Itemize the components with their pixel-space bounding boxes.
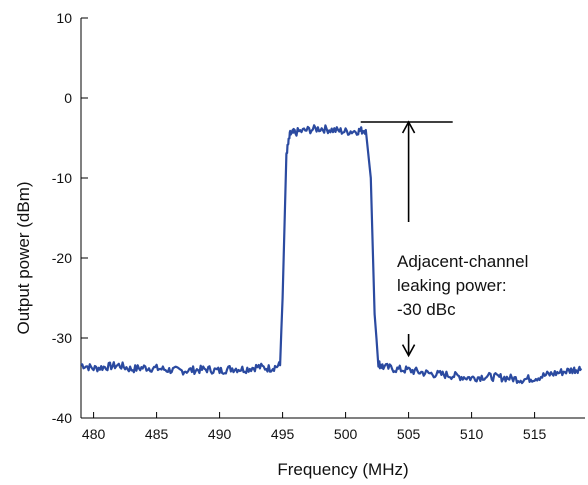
axes [80, 18, 585, 419]
x-tick-label: 480 [82, 426, 106, 442]
x-axis-title: Frequency (MHz) [277, 460, 408, 479]
y-tick-label: 0 [64, 90, 72, 106]
y-tick-label: -30 [52, 330, 72, 346]
x-tick-label: 510 [460, 426, 484, 442]
y-tick-label: -20 [52, 250, 72, 266]
annotation-line-3: -30 dBc [397, 300, 456, 319]
y-axis-title: Output power (dBm) [14, 181, 33, 334]
y-tick-label: -10 [52, 170, 72, 186]
x-tick-label: 500 [334, 426, 358, 442]
x-ticks: 480 485 490 495 500 505 510 515 [82, 412, 547, 442]
series-layer [80, 124, 583, 385]
series-line [80, 124, 583, 385]
annotation-line-2: leaking power: [397, 276, 507, 295]
upper-arrow-head [401, 120, 416, 134]
x-tick-label: 495 [271, 426, 295, 442]
y-tick-label: -40 [52, 410, 72, 426]
y-tick-label: 10 [56, 10, 72, 26]
x-tick-label: 515 [523, 426, 547, 442]
x-tick-label: 490 [208, 426, 232, 442]
annotation-layer: Adjacent-channel leaking power: -30 dBc [360, 120, 528, 358]
lower-arrow-head [401, 344, 416, 358]
x-tick-label: 485 [145, 426, 169, 442]
y-ticks: 10 0 -10 -20 -30 -40 [52, 10, 88, 426]
annotation-line-1: Adjacent-channel [397, 252, 528, 271]
x-tick-label: 505 [397, 426, 421, 442]
